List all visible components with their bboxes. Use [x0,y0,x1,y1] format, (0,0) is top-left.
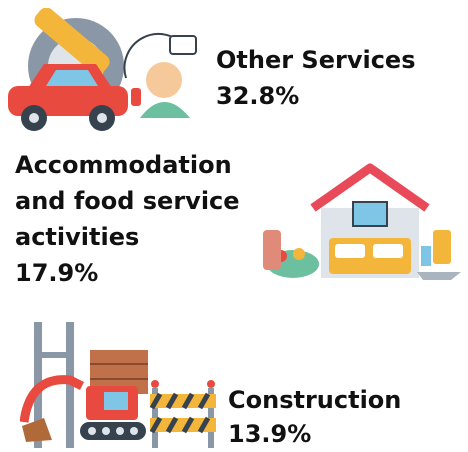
item-label: Accommodation and food service activitie… [15,147,265,255]
services-icon [6,8,206,136]
item-value: 13.9% [228,416,311,452]
accommodation-icon [255,160,465,285]
item-label: Construction [228,382,401,418]
item-value: 17.9% [15,255,98,291]
item-label: Other Services [216,42,416,78]
item-value: 32.8% [216,78,299,114]
construction-icon [20,322,220,448]
infographic: Other Services 32.8% Accommodation and f… [0,0,468,448]
